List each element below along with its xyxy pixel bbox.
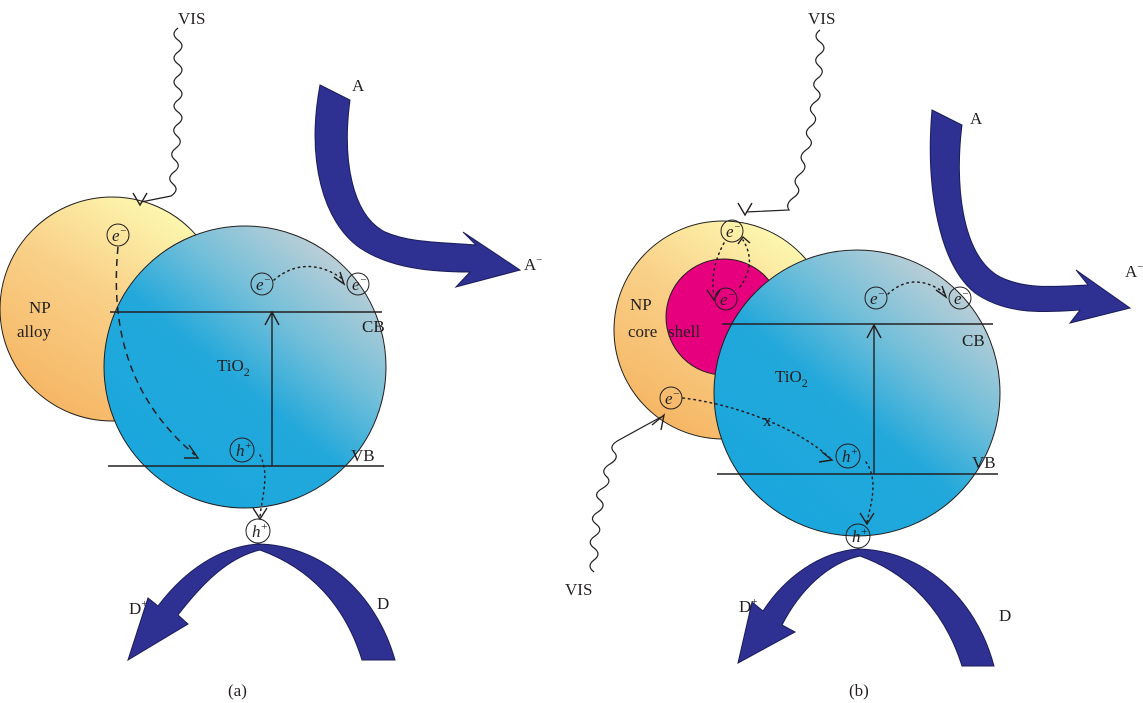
acceptor-label-a: A [352, 76, 365, 95]
tio2-particle-b [713, 249, 1001, 537]
svg-text:h+: h+ [842, 446, 858, 466]
acceptor-reduced-label-b: A− [1125, 261, 1143, 281]
svg-text:h+: h+ [236, 440, 252, 460]
svg-text:e−: e− [352, 274, 367, 294]
hole-vb-a [229, 437, 255, 463]
tio2-label-a: TiO2 [217, 356, 250, 379]
acceptor-label-b: A [970, 109, 983, 128]
np-alloy-label-a: alloy [17, 322, 51, 341]
donor-label-b: D [999, 606, 1011, 625]
panel-b: VIS VIS e− e− e− x e− e− h+ h+ NP [565, 9, 1143, 700]
vis-light-wave-top-b [745, 29, 825, 213]
svg-text:e−: e− [256, 274, 271, 294]
electron-cb-left-b [864, 286, 888, 310]
svg-text:e−: e− [720, 289, 735, 309]
donor-oxidized-label-b: D+ [739, 596, 758, 616]
electron-shell-bottom-b [659, 386, 683, 410]
electron-cb-right-b [948, 286, 972, 310]
electron-cb-right-a [346, 272, 370, 296]
core-label-b: core [628, 322, 657, 341]
vis-label-top-b: VIS [808, 9, 835, 28]
svg-text:e−: e− [665, 388, 680, 408]
donor-label-a: D [377, 594, 389, 613]
tio2-label-b: TiO2 [775, 367, 808, 390]
vb-label-b: VB [972, 453, 996, 472]
np-label-a: NP [29, 298, 51, 317]
electron-shell-top-b [720, 219, 744, 243]
vis-light-wave-a [140, 27, 183, 203]
electron-np-a [106, 223, 130, 247]
tio2-particle-a [103, 225, 387, 509]
donor-arrow-a [127, 543, 396, 662]
electron-cb-left-a [250, 272, 274, 296]
donor-arrow-b [737, 548, 995, 667]
svg-text:h+: h+ [852, 526, 868, 546]
hole-surface-b [845, 523, 871, 549]
svg-text:e−: e− [954, 288, 969, 308]
shell-label-b: shell [668, 322, 700, 341]
panel-a: VIS e− e− e− h+ h+ NP alloy TiO2 CB VB A… [0, 9, 543, 700]
hole-vb-b [835, 443, 861, 469]
acceptor-arrow-b [929, 109, 1132, 324]
cb-label-a: CB [362, 317, 385, 336]
caption-b: (b) [849, 681, 869, 700]
hole-surface-a [245, 518, 271, 544]
svg-text:e−: e− [112, 225, 127, 245]
vis-label-bottom-b: VIS [565, 580, 592, 599]
acceptor-arrow-a [314, 84, 522, 288]
cb-label-b: CB [962, 331, 985, 350]
np-label-b: NP [630, 295, 652, 314]
svg-text:e−: e− [870, 288, 885, 308]
acceptor-reduced-label-a: A− [524, 254, 543, 274]
svg-text:h+: h+ [252, 521, 268, 541]
vis-light-wave-bottom-b [589, 416, 662, 573]
electron-transfer-dashed-a [115, 246, 196, 456]
svg-text:e−: e− [726, 221, 741, 241]
donor-oxidized-label-a: D+ [129, 598, 148, 618]
caption-a: (a) [228, 681, 247, 700]
vis-label-a: VIS [178, 9, 205, 28]
vb-label-a: VB [351, 446, 375, 465]
blocked-mark-b: x [763, 411, 772, 430]
